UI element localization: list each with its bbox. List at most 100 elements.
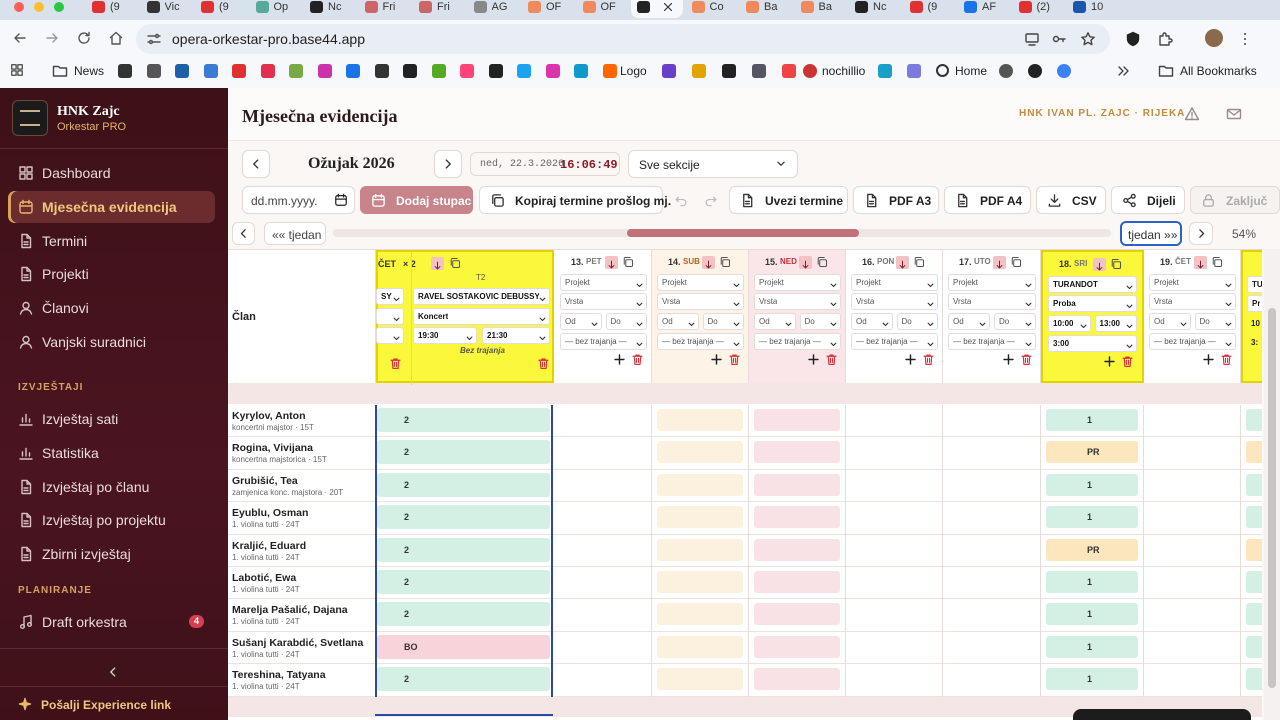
toolbar-button[interactable]: CSV <box>1036 186 1106 214</box>
delete-entry[interactable] <box>728 353 741 366</box>
empty-cell[interactable] <box>657 538 743 561</box>
bookmark-icon[interactable] <box>431 64 446 78</box>
select[interactable]: Vrsta <box>657 293 744 310</box>
add-entry[interactable] <box>710 353 723 366</box>
empty-cell[interactable] <box>754 409 840 431</box>
select[interactable]: Projekt <box>851 274 938 291</box>
delete-entry[interactable] <box>389 357 402 370</box>
all-bookmarks[interactable]: All Bookmarks <box>1180 64 1257 78</box>
prev-week[interactable]: «« tjedan <box>264 222 326 245</box>
toolbar-button[interactable]: PDF A3 <box>853 186 939 214</box>
browser-tab[interactable]: Fri <box>413 0 465 18</box>
bookmark-icon[interactable] <box>907 64 921 78</box>
empty-cell[interactable] <box>754 473 840 496</box>
copy-day[interactable] <box>449 256 461 269</box>
forward-button[interactable] <box>44 30 60 46</box>
messages[interactable] <box>1226 106 1242 122</box>
active-tab[interactable] <box>631 0 683 18</box>
add-entry[interactable] <box>1002 353 1015 366</box>
copy-day[interactable] <box>622 255 634 268</box>
bookmark-icon[interactable] <box>722 64 736 78</box>
section-select[interactable]: Sve sekcije <box>628 150 798 178</box>
bookmark-icon[interactable] <box>752 64 766 78</box>
bookmark-folder[interactable] <box>52 63 68 79</box>
add-entry[interactable] <box>1103 355 1116 368</box>
browser-tab[interactable]: AG <box>468 0 520 18</box>
nav-item[interactable]: Statistika <box>8 437 215 469</box>
select[interactable]: — bez trajanja — <box>657 333 744 350</box>
bookmark-icon[interactable] <box>999 64 1013 78</box>
select[interactable]: Od <box>560 313 602 330</box>
back-button[interactable] <box>12 30 28 46</box>
browser-tab[interactable]: AF <box>958 0 1010 18</box>
select[interactable]: Do <box>1194 313 1236 330</box>
cell-value-pill[interactable]: 2 <box>377 570 550 594</box>
cell-value-pill[interactable]: 2 <box>377 440 550 465</box>
nav-item[interactable]: Zbirni izvještaj <box>8 538 215 570</box>
nav-item[interactable]: Članovi <box>8 292 215 324</box>
empty-cell[interactable] <box>754 506 840 529</box>
scroll-left[interactable] <box>232 222 255 245</box>
browser-tab[interactable]: Co <box>686 0 738 18</box>
cell-value-pill[interactable]: 2 <box>377 667 550 692</box>
empty-cell[interactable] <box>754 571 840 593</box>
browser-tab[interactable]: (2) <box>1013 0 1065 18</box>
toolbar-button[interactable]: Zaključ <box>1190 186 1280 214</box>
alerts[interactable] <box>1184 106 1200 122</box>
select[interactable]: Koncert <box>413 308 550 325</box>
experience-link[interactable]: Pošalji Experience link <box>8 692 218 716</box>
bookmark-icon[interactable] <box>692 64 706 78</box>
bookmark-icon[interactable] <box>574 64 588 78</box>
select[interactable]: Projekt <box>657 274 744 291</box>
select[interactable]: Od <box>1149 313 1191 330</box>
delete-entry[interactable] <box>922 353 935 366</box>
copy-day[interactable] <box>1010 255 1022 268</box>
select[interactable]: Projekt <box>1149 274 1236 291</box>
bookmark-icon[interactable] <box>1028 64 1042 78</box>
select[interactable]: SY <box>376 288 404 305</box>
redo[interactable] <box>704 193 718 207</box>
empty-cell[interactable] <box>657 668 743 691</box>
prev-month[interactable] <box>242 150 270 178</box>
empty-cell[interactable] <box>754 441 840 464</box>
select[interactable]: TURANDOT <box>1048 276 1137 293</box>
bookmark-icon[interactable] <box>662 64 676 78</box>
browser-tab[interactable]: Ba <box>795 0 847 18</box>
select[interactable]: 3:00 <box>1048 335 1137 352</box>
select[interactable]: Projekt <box>754 274 841 291</box>
select[interactable]: Vrsta <box>851 293 938 310</box>
move-down[interactable] <box>431 257 444 270</box>
cell-value-pill[interactable]: 1 <box>1046 668 1138 691</box>
select[interactable]: Od <box>754 313 796 330</box>
copy-day[interactable] <box>1211 255 1223 268</box>
empty-cell[interactable] <box>657 441 743 464</box>
address-bar[interactable]: opera-orkestar-pro.base44.app <box>136 24 1110 54</box>
bookmark-icon[interactable] <box>517 64 531 78</box>
ext-shield[interactable] <box>1125 31 1141 47</box>
cell-value-pill[interactable]: 1 <box>1046 409 1138 431</box>
nav-item[interactable]: Vanjski suradnici <box>8 326 215 358</box>
bookmark-icon[interactable] <box>374 64 389 78</box>
browser-tab[interactable]: (9 <box>86 0 138 18</box>
scrollbar-thumb[interactable] <box>1268 308 1276 688</box>
select[interactable]: RAVEL ŠOSTAKOVIĆ DEBUSSY <box>413 288 550 305</box>
cell-value-pill[interactable]: 2 <box>377 505 550 530</box>
all-bookmarks-folder[interactable] <box>1158 63 1174 79</box>
toolbar-button[interactable]: PDF A4 <box>944 186 1031 214</box>
nav-item[interactable]: Izvještaj sati <box>8 403 215 435</box>
select[interactable]: — bez trajanja — <box>851 333 938 350</box>
browser-tab[interactable]: Nc <box>304 0 356 18</box>
nav-item[interactable]: Draft orkestra 4 <box>8 606 215 638</box>
bookmark-star[interactable] <box>1080 31 1096 47</box>
browser-tab[interactable]: Ba <box>740 0 792 18</box>
bookmark-icon[interactable] <box>803 64 817 78</box>
select[interactable]: — bez trajanja — <box>1149 333 1236 350</box>
empty-cell[interactable] <box>657 409 743 431</box>
bookmark[interactable]: News <box>74 64 105 78</box>
select[interactable]: 13:00 <box>1094 315 1137 332</box>
select[interactable]: Do <box>896 313 938 330</box>
browser-tab[interactable]: OF <box>522 0 574 18</box>
delete-entry[interactable] <box>1121 355 1134 368</box>
profile-avatar[interactable] <box>1205 29 1223 47</box>
scroll-thumb[interactable] <box>627 229 859 237</box>
